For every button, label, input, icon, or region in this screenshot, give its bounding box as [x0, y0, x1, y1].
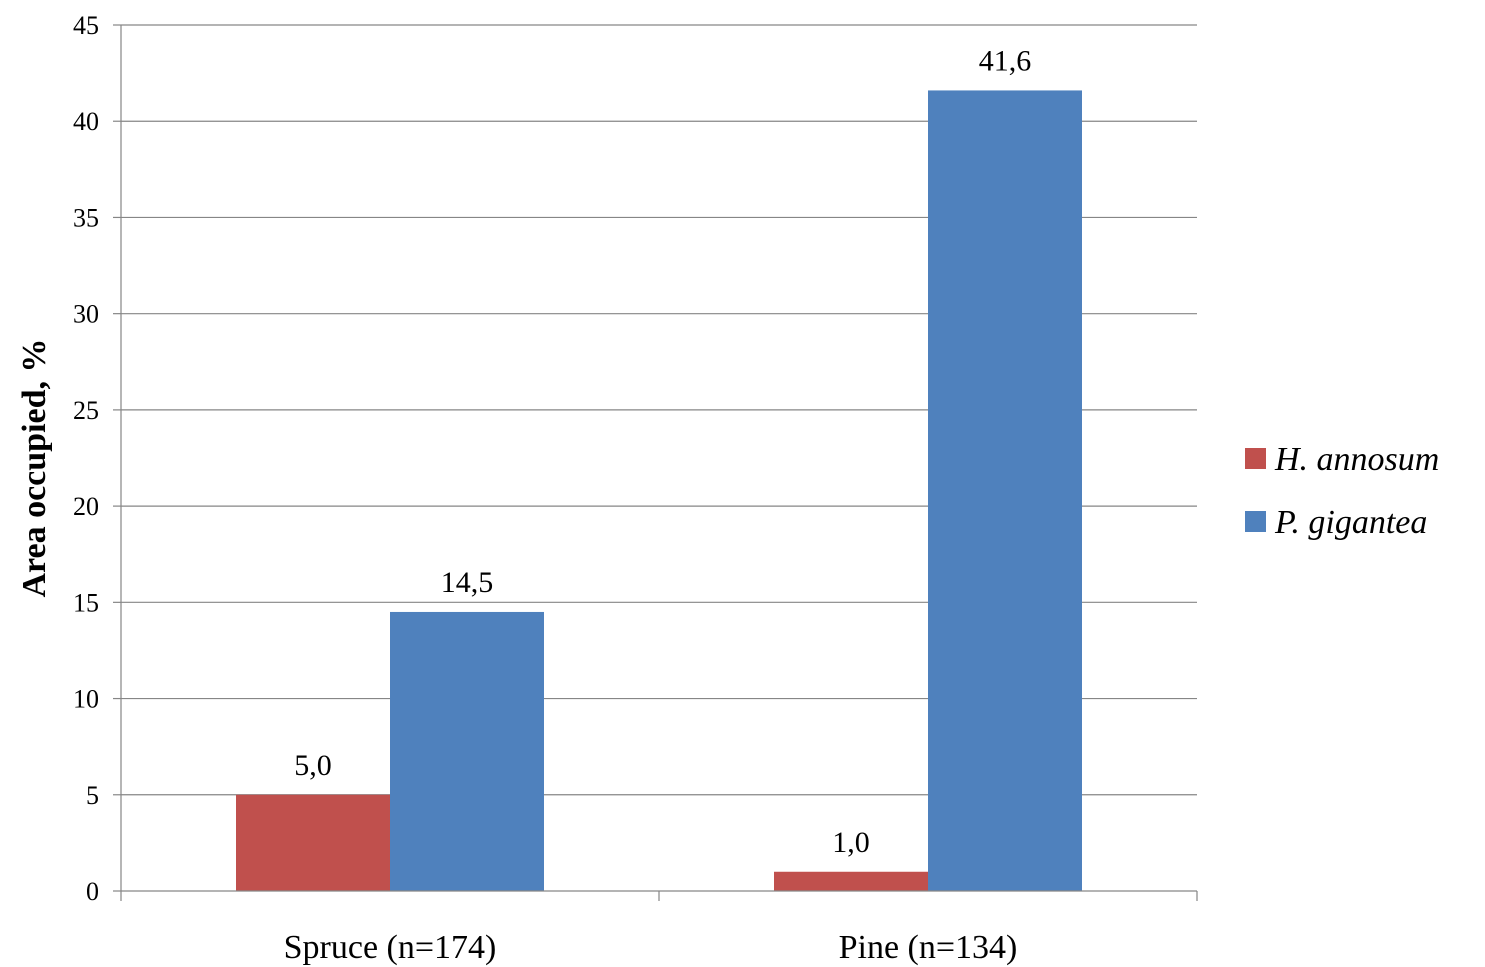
y-tick-label: 5: [86, 781, 99, 810]
y-tick-label: 25: [73, 396, 99, 425]
bar: [390, 611, 544, 891]
legend-label: H. annosum: [1274, 441, 1439, 478]
gridlines: [121, 24, 1197, 796]
legend-swatch: [1245, 511, 1266, 532]
y-tick-label: 20: [73, 492, 99, 521]
bars: [236, 90, 1082, 892]
data-labels: 5,0 14,5 1,0 41,6: [294, 44, 1031, 858]
bar: [928, 90, 1082, 892]
bar: [236, 794, 390, 891]
x-category-label: Spruce (n=174): [284, 929, 497, 966]
data-label: 41,6: [979, 44, 1032, 77]
axes: 0 5 10 15 20 25 30 35 40 45 Spruce (n=174) Pine (n=…: [73, 11, 1198, 966]
legend: H. annosum P. gigantea: [1245, 441, 1439, 541]
data-label: 14,5: [441, 566, 494, 599]
legend-label: P. gigantea: [1274, 504, 1427, 541]
data-label: 5,0: [294, 749, 332, 782]
y-tick-label: 10: [73, 685, 99, 714]
y-tick-label: 30: [73, 300, 99, 329]
data-label: 1,0: [832, 826, 870, 859]
y-tick-label: 35: [73, 203, 99, 232]
x-category-label: Pine (n=134): [839, 929, 1018, 966]
y-tick-label: 0: [86, 877, 99, 906]
y-axis-title: Area occupied, %: [16, 338, 53, 597]
bar: [774, 871, 928, 891]
y-tick-label: 45: [73, 11, 99, 40]
legend-swatch: [1245, 448, 1266, 469]
y-tick-label: 15: [73, 588, 99, 617]
y-tick-label: 40: [73, 107, 99, 136]
